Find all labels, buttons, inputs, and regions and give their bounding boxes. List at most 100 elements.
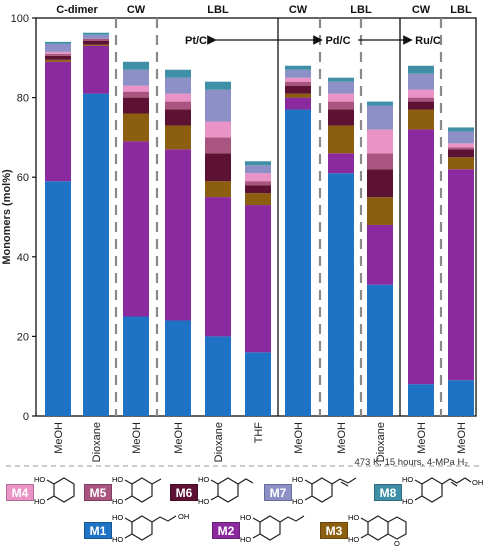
bar-m1-5	[245, 352, 271, 416]
x-tick-label-8: Dioxane	[375, 422, 387, 462]
bar-m1-7	[328, 173, 354, 416]
bar-m2-1	[83, 45, 109, 94]
y-tick-label-100: 100	[11, 13, 29, 25]
molecule-m1-icon: HO HO OH	[112, 512, 189, 544]
reaction-conditions: 473 K, 15 hours, 4-MPa H₂	[354, 457, 468, 468]
group-label-1: CW	[127, 4, 146, 16]
bar-m2-9	[408, 129, 434, 385]
bar-m1-8	[367, 284, 393, 416]
y-tick-label-0: 0	[23, 411, 29, 423]
bar-m5-3	[165, 101, 191, 110]
x-tick-label-3: MeOH	[173, 422, 185, 454]
y-tick-label-20: 20	[17, 331, 29, 343]
bars	[45, 32, 474, 417]
bar-m6-5	[245, 185, 271, 194]
bar-m3-6	[285, 93, 311, 98]
bar-m7-0	[45, 43, 71, 52]
bar-m3-0	[45, 59, 71, 62]
bar-m2-4	[205, 197, 231, 337]
bar-m1-1	[83, 93, 109, 417]
bar-m5-4	[205, 137, 231, 154]
bar-m5-9	[408, 97, 434, 102]
bar-m3-1	[83, 44, 109, 46]
bar-m3-5	[245, 193, 271, 206]
catalyst-label-1: Pd/C	[325, 35, 350, 47]
group-label-4: LBL	[350, 4, 372, 16]
m5-ho-1: HO	[112, 475, 123, 484]
molecule-m8-icon: HO HO OH	[402, 475, 483, 506]
bar-m3-9	[408, 109, 434, 130]
bar-m7-10	[448, 131, 474, 144]
bar-m5-8	[367, 153, 393, 170]
bar-m2-2	[123, 141, 149, 317]
bar-m3-7	[328, 125, 354, 154]
catalyst-label-2: Ru/C	[415, 35, 441, 47]
group-label-5: CW	[412, 4, 431, 16]
m2-ho-1: HO	[240, 513, 251, 522]
bar-m8-7	[328, 77, 354, 82]
bar-m3-8	[367, 197, 393, 225]
bar-m4-3	[165, 93, 191, 102]
bar-m7-6	[285, 69, 311, 78]
x-tick-label-1: Dioxane	[91, 422, 103, 462]
m8-ho-2: HO	[402, 497, 413, 506]
bar-m4-6	[285, 77, 311, 82]
m6-ho-2: HO	[198, 497, 209, 506]
bar-m5-2	[123, 91, 149, 98]
bar-m5-7	[328, 101, 354, 110]
m3-o: O	[394, 539, 400, 548]
m5-ho-2: HO	[112, 497, 123, 506]
bar-m4-4	[205, 121, 231, 138]
bar-m3-2	[123, 113, 149, 142]
bar-m7-1	[83, 34, 109, 39]
bar-m7-9	[408, 73, 434, 90]
molecule-m5-icon: HO HO	[112, 475, 162, 506]
bar-m8-9	[408, 65, 434, 74]
bar-m2-7	[328, 153, 354, 174]
bar-m8-2	[123, 61, 149, 70]
bar-m1-0	[45, 181, 71, 416]
legend-chip-m6: M6	[170, 484, 198, 501]
bar-m3-3	[165, 125, 191, 150]
m3-ho-1: HO	[348, 513, 359, 522]
molecule-m7-icon: HO HO	[292, 475, 357, 506]
catalyst-arrow: Pt/C Pd/C Ru/C	[6, 35, 480, 467]
bar-m6-1	[83, 40, 109, 45]
bar-m2-10	[448, 169, 474, 381]
bar-m5-10	[448, 147, 474, 150]
bar-m7-5	[245, 165, 271, 174]
legend-chip-m8: M8	[374, 484, 402, 501]
bar-m5-0	[45, 53, 71, 56]
bar-m8-10	[448, 127, 474, 132]
legend-chip-m5: M5	[84, 484, 112, 501]
legend-chip-m1: M1	[84, 522, 112, 539]
bar-m8-6	[285, 65, 311, 70]
bar-m6-4	[205, 153, 231, 182]
y-tick-label-40: 40	[17, 252, 29, 264]
bar-m8-1	[83, 32, 109, 35]
bar-m3-10	[448, 157, 474, 170]
x-tick-labels: MeOH Dioxane MeOH MeOH Dioxane THF MeOH MeOH Dio…	[53, 422, 468, 463]
bar-m4-10	[448, 143, 474, 148]
legend-chip-m4: M4	[6, 484, 34, 501]
m7-ho-1: HO	[292, 475, 303, 484]
legend: M4 HO HO M5 HO HO M6 HO HO M7	[0, 470, 486, 550]
bar-m5-5	[245, 181, 271, 186]
m1-ho-1: HO	[112, 513, 123, 522]
bar-m5-6	[285, 81, 311, 86]
y-axis-title: Monomers (mol%)	[1, 169, 13, 265]
m4-ho-2: HO	[34, 497, 45, 506]
m7-ho-2: HO	[292, 497, 303, 506]
m1-oh: OH	[178, 512, 189, 521]
y-tick-label-60: 60	[17, 172, 29, 184]
bar-m4-9	[408, 89, 434, 98]
m4-ho-1: HO	[34, 475, 45, 484]
bar-m1-4	[205, 336, 231, 416]
bar-m7-2	[123, 69, 149, 86]
bar-m8-0	[45, 41, 71, 44]
m3-ho-2: HO	[348, 535, 359, 544]
molecule-m3-icon: HO HO O	[348, 513, 407, 548]
bar-m6-0	[45, 55, 71, 60]
bar-m6-9	[408, 101, 434, 110]
molecule-m6-icon: HO HO	[198, 475, 254, 506]
